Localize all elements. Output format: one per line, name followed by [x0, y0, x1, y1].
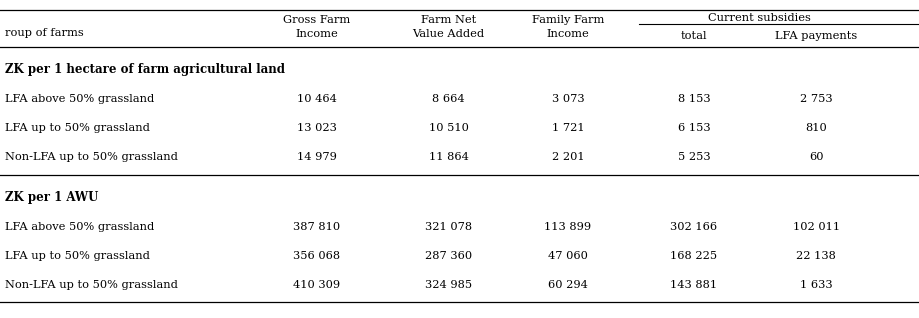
Text: 14 979: 14 979 [297, 152, 337, 162]
Text: 1 633: 1 633 [800, 280, 833, 290]
Text: 1 721: 1 721 [551, 123, 584, 133]
Text: 60 294: 60 294 [548, 280, 588, 290]
Text: 324 985: 324 985 [425, 280, 472, 290]
Text: LFA above 50% grassland: LFA above 50% grassland [5, 94, 153, 104]
Text: 387 810: 387 810 [293, 222, 341, 232]
Text: ZK per 1 hectare of farm agricultural land: ZK per 1 hectare of farm agricultural la… [5, 63, 285, 76]
Text: Value Added: Value Added [413, 29, 484, 39]
Text: 168 225: 168 225 [670, 251, 718, 261]
Text: 6 153: 6 153 [677, 123, 710, 133]
Text: ZK per 1 AWU: ZK per 1 AWU [5, 191, 98, 204]
Text: 810: 810 [805, 123, 827, 133]
Text: 22 138: 22 138 [796, 251, 836, 261]
Text: Gross Farm: Gross Farm [283, 15, 351, 25]
Text: 287 360: 287 360 [425, 251, 472, 261]
Text: 13 023: 13 023 [297, 123, 337, 133]
Text: 2 753: 2 753 [800, 94, 833, 104]
Text: 410 309: 410 309 [293, 280, 341, 290]
Text: 10 510: 10 510 [428, 123, 469, 133]
Text: 2 201: 2 201 [551, 152, 584, 162]
Text: roup of farms: roup of farms [5, 28, 84, 38]
Text: 5 253: 5 253 [677, 152, 710, 162]
Text: 3 073: 3 073 [551, 94, 584, 104]
Text: 356 068: 356 068 [293, 251, 341, 261]
Text: Family Farm: Family Farm [532, 15, 604, 25]
Text: Income: Income [547, 29, 589, 39]
Text: Income: Income [296, 29, 338, 39]
Text: 102 011: 102 011 [792, 222, 840, 232]
Text: 143 881: 143 881 [670, 280, 718, 290]
Text: 302 166: 302 166 [670, 222, 718, 232]
Text: Non-LFA up to 50% grassland: Non-LFA up to 50% grassland [5, 152, 177, 162]
Text: Non-LFA up to 50% grassland: Non-LFA up to 50% grassland [5, 280, 177, 290]
Text: 10 464: 10 464 [297, 94, 337, 104]
Text: 8 153: 8 153 [677, 94, 710, 104]
Text: Farm Net: Farm Net [421, 15, 476, 25]
Text: 11 864: 11 864 [428, 152, 469, 162]
Text: 60: 60 [809, 152, 823, 162]
Text: LFA up to 50% grassland: LFA up to 50% grassland [5, 251, 150, 261]
Text: 47 060: 47 060 [548, 251, 588, 261]
Text: LFA above 50% grassland: LFA above 50% grassland [5, 222, 153, 232]
Text: LFA payments: LFA payments [775, 31, 857, 41]
Text: 321 078: 321 078 [425, 222, 472, 232]
Text: 8 664: 8 664 [432, 94, 465, 104]
Text: LFA up to 50% grassland: LFA up to 50% grassland [5, 123, 150, 133]
Text: Current subsidies: Current subsidies [709, 13, 811, 24]
Text: 113 899: 113 899 [544, 222, 592, 232]
Text: total: total [681, 31, 707, 41]
